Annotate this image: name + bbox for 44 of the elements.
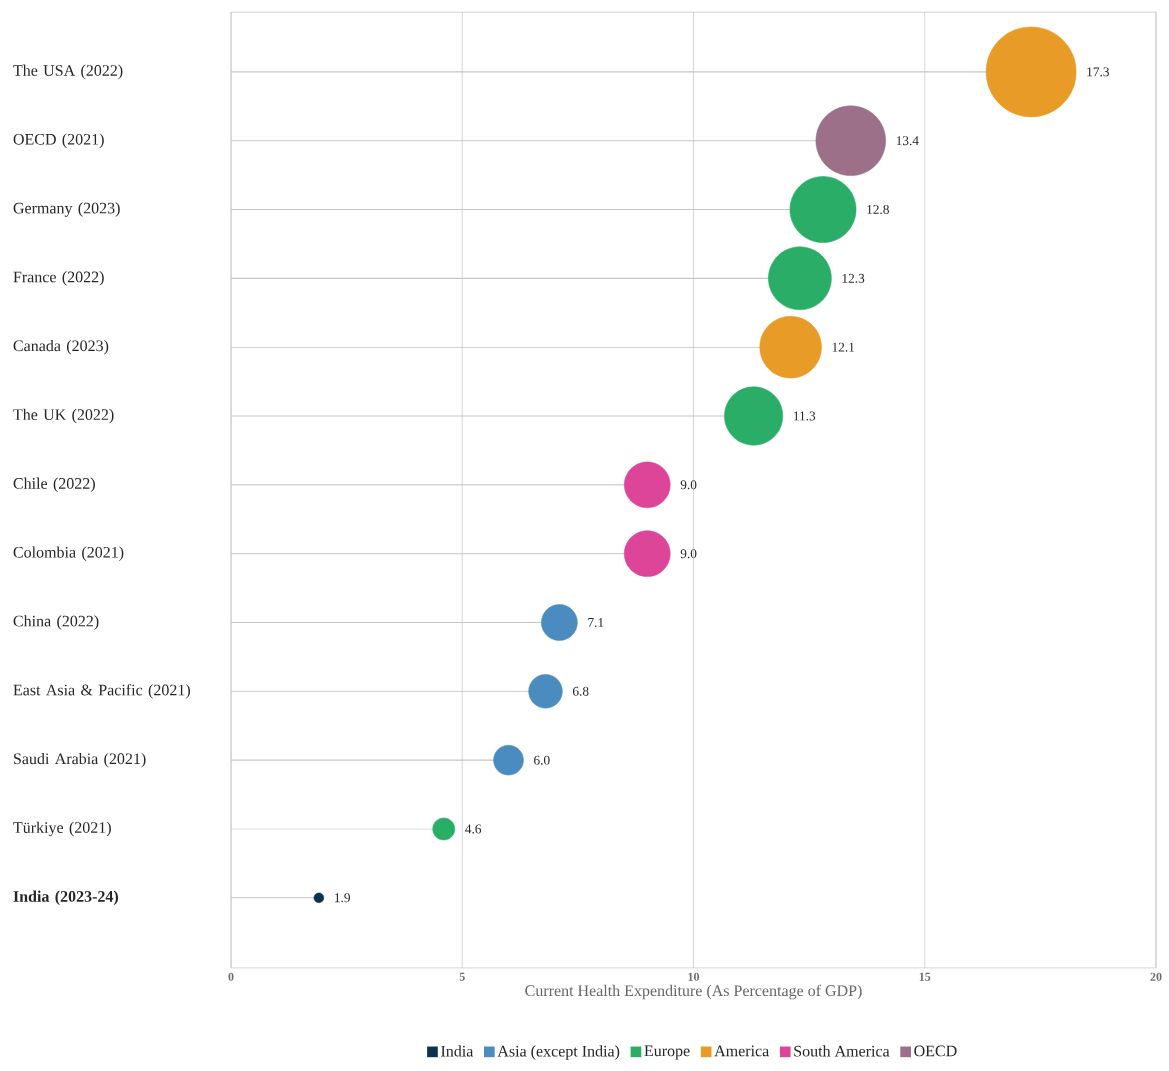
legend-label: OECD [914, 1045, 957, 1057]
legend-label: America [714, 1045, 770, 1057]
data-label: 12.3 [842, 273, 865, 283]
y-tick-label: Germany (2023) [13, 202, 120, 217]
data-label: 9.0 [680, 480, 697, 490]
data-label: 17.3 [1087, 67, 1109, 77]
point [624, 461, 671, 509]
y-tick-label: China (2022) [13, 615, 99, 630]
data-label: 9.0 [680, 549, 697, 559]
y-tick-label: India (2023-24) [13, 890, 119, 906]
data-label: 7.1 [588, 618, 604, 627]
point [624, 530, 671, 577]
x-axis-title: Current Health Expenditure (As Percentage of GDP) [525, 984, 862, 1000]
y-tick-label: Chile (2022) [13, 477, 95, 493]
point [541, 604, 578, 641]
data-label: 13.4 [896, 136, 919, 146]
x-tick-label: 15 [919, 972, 931, 981]
y-tick-label: East Asia & Pacific (2021) [13, 683, 190, 699]
y-tick-label: Saudi Arabia (2021) [14, 752, 146, 768]
point [815, 105, 886, 176]
legend-label: South America [794, 1045, 890, 1057]
y-tick-label: OECD (2021) [13, 133, 104, 148]
data-label: 6.8 [572, 686, 589, 696]
x-tick-label: 5 [459, 972, 465, 981]
y-tick-label: France (2022) [13, 271, 104, 286]
y-tick-label: The UK (2022) [13, 408, 114, 424]
y-tick-label: Colombia (2021) [13, 546, 124, 561]
x-tick-label: 0 [228, 972, 234, 981]
x-tick-label: 10 [688, 972, 700, 981]
data-label: 6.0 [534, 755, 550, 765]
data-label: 4.6 [465, 824, 482, 834]
data-label: 12.1 [832, 342, 855, 352]
point [528, 674, 563, 709]
point [313, 892, 325, 904]
legend-label: India [441, 1045, 474, 1057]
y-tick-label: Türkiye (2021) [13, 821, 111, 837]
y-tick-label: The USA (2022) [13, 64, 123, 80]
data-label: 11.3 [794, 411, 816, 421]
legend-label: Asia (except India) [497, 1045, 620, 1060]
y-tick-label: Canada (2023) [13, 339, 109, 355]
data-label: 12.8 [867, 205, 889, 215]
x-tick-label: 20 [1150, 972, 1162, 981]
legend-label: Europe [644, 1045, 690, 1060]
data-label: 1.9 [335, 893, 350, 903]
